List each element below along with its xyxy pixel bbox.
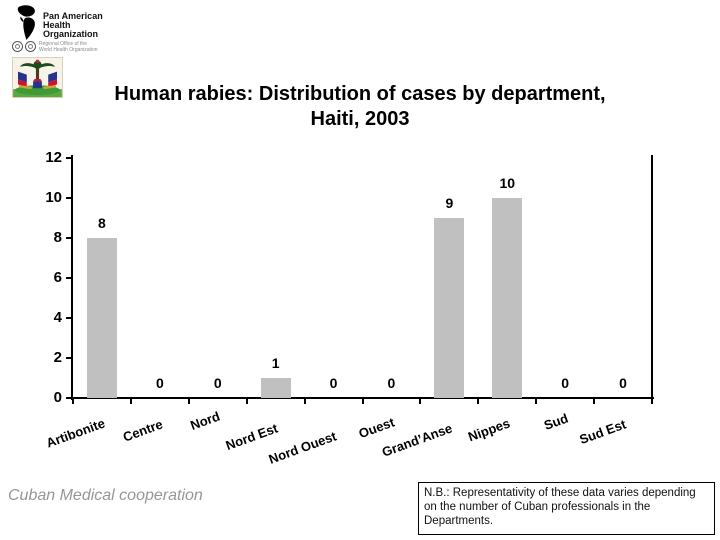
bar (434, 218, 465, 398)
paho-seal-icon (12, 41, 23, 52)
bar-value-label: 9 (445, 195, 454, 211)
x-axis-label-text: Sud (541, 410, 570, 433)
bar (492, 198, 523, 398)
paho-logo: Pan American Health Organization Regiona… (12, 4, 142, 54)
bar (86, 238, 117, 398)
bar-value-label: 0 (329, 375, 338, 391)
x-axis-line (71, 397, 654, 399)
x-axis-tick (72, 399, 74, 404)
y-axis-tick (66, 317, 73, 319)
x-axis-tick (303, 399, 306, 404)
x-axis-tick (593, 399, 596, 404)
note-box: N.B.: Representativity of these data var… (418, 482, 715, 535)
y-axis-label: 8 (53, 229, 62, 246)
x-axis-tick (187, 399, 190, 404)
y-axis-label: 2 (53, 349, 62, 366)
y-axis-tick (66, 157, 73, 159)
y-axis-label: 0 (53, 389, 62, 406)
y-axis-label: 4 (53, 309, 62, 326)
y-axis-tick (66, 357, 73, 359)
y-axis-tick (66, 237, 73, 239)
x-axis-label-text: Nord Est (224, 420, 281, 454)
x-axis-label-text: Centre (120, 416, 165, 445)
x-axis-tick (361, 399, 364, 404)
bar-value-label: 0 (387, 375, 396, 391)
x-axis-label-text: Ouest (356, 414, 397, 442)
x-axis-label-text: Artibonite (43, 415, 107, 451)
y-axis-label: 10 (45, 189, 62, 206)
x-axis-label-text: Nippes (465, 415, 512, 445)
plot-right-border (651, 155, 653, 398)
credit-text: Cuban Medical cooperation (8, 487, 203, 504)
y-axis-tick (66, 277, 73, 279)
paho-globe-icon (17, 5, 35, 40)
x-axis-label-text: Nord (188, 408, 223, 433)
bar-value-label: 0 (561, 375, 570, 391)
bar-value-label: 1 (271, 355, 280, 371)
bar-value-label: 0 (155, 375, 164, 391)
paho-seals (12, 41, 36, 52)
x-axis-tick (245, 399, 248, 404)
y-axis-label: 6 (53, 269, 62, 286)
x-axis-tick (477, 399, 480, 404)
bar (260, 378, 291, 398)
y-axis-label: 12 (45, 149, 62, 166)
note-text: N.B.: Representativity of these data var… (424, 487, 696, 527)
x-axis-tick (651, 399, 653, 404)
who-seal-icon (25, 41, 36, 52)
slide-title: Human rabies: Distribution of cases by d… (40, 82, 680, 132)
bar-value-label: 8 (98, 215, 106, 231)
paho-org-name: Pan American Health Organization (43, 11, 103, 39)
x-axis-label-text: Sud Est (576, 416, 628, 448)
x-axis-tick (129, 399, 132, 404)
slide-title-line2: Haiti, 2003 (310, 108, 410, 130)
x-axis-tick (419, 399, 422, 404)
haiti-coat-of-arms (12, 57, 63, 98)
bar-value-label: 10 (499, 175, 516, 191)
x-axis-tick (535, 399, 538, 404)
bar-value-label: 0 (213, 375, 222, 391)
bar-value-label: 0 (619, 375, 627, 391)
paho-sub-text: Regional Office of the World Health Orga… (39, 41, 98, 53)
y-axis-tick (66, 397, 73, 399)
slide-title-line1: Human rabies: Distribution of cases by d… (114, 83, 606, 105)
y-axis-tick (66, 197, 73, 199)
